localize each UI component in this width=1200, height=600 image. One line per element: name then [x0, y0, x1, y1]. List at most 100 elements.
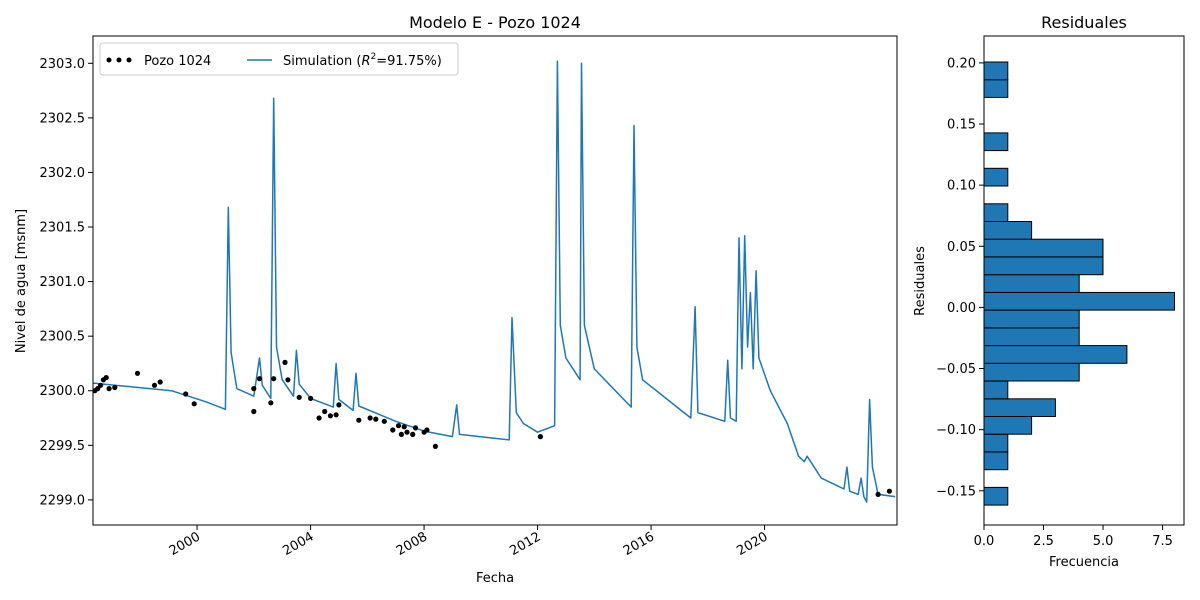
observed-point: [268, 400, 274, 406]
histogram-bar: [983, 451, 1009, 471]
observed-point: [390, 427, 396, 433]
histogram-bar: [983, 274, 1080, 293]
observed-point: [251, 408, 257, 415]
observed-point: [401, 424, 407, 430]
histogram-title: Residuales: [1041, 13, 1127, 32]
observed-point: [106, 386, 112, 392]
histogram-bar: [983, 238, 1104, 258]
histogram-y-axis-label: Residuales: [913, 246, 928, 316]
hist-x-tick-label: 5.0: [1093, 534, 1114, 549]
hist-x-tick-label: 2.5: [1033, 534, 1054, 549]
histogram-bar: [983, 61, 1009, 81]
observed-point: [191, 401, 197, 407]
observed-point: [134, 370, 141, 376]
observed-point: [373, 416, 379, 422]
simulation-line: [93, 60, 896, 503]
main-chart: Modelo E - Pozo 1024 2000 2004 2008 2012 201…: [14, 13, 898, 586]
observed-point: [432, 443, 438, 449]
observed-point: [98, 382, 104, 388]
observed-point: [381, 418, 387, 424]
x-tick-label: 2004: [280, 529, 316, 559]
legend-box: [99, 42, 459, 76]
histogram-bar: [983, 203, 1009, 223]
residuals-histogram: Residuales 0.0 2.5 5.0 7.5 −0.15 −0.10 −0.05 0…: [913, 13, 1185, 570]
observed-point: [183, 391, 189, 397]
main-plot-frame: [92, 35, 898, 526]
observed-point: [103, 375, 109, 381]
hist-y-tick-label: −0.05: [936, 362, 976, 377]
observed-point: [151, 382, 158, 388]
histogram-bar: [983, 79, 1009, 98]
hist-y-tick-label: −0.15: [936, 484, 976, 499]
observed-point: [886, 488, 893, 494]
observed-point: [112, 384, 118, 391]
histogram-bar: [983, 132, 1009, 152]
legend-observed-marker: [126, 57, 132, 63]
x-tick-label: 2012: [507, 529, 543, 559]
observed-point: [356, 417, 362, 423]
hist-x-tick-label: 0.0: [974, 534, 995, 549]
observed-point: [424, 427, 430, 433]
observed-point: [327, 413, 333, 419]
x-tick-label: 2020: [734, 529, 770, 559]
observed-point: [410, 431, 416, 437]
y-tick-label: 2301.5: [40, 221, 86, 236]
histogram-bar: [983, 345, 1128, 364]
legend-observed-marker: [106, 57, 112, 63]
y-tick-label: 2299.0: [40, 493, 86, 508]
histogram-bar: [983, 486, 1009, 506]
y-tick-label: 2303.0: [40, 57, 86, 72]
main-x-axis-label: Fecha: [476, 571, 514, 586]
observed-point: [256, 376, 263, 382]
observed-point: [875, 491, 881, 497]
hist-y-tick-label: 0.10: [947, 179, 976, 194]
histogram-bar: [983, 167, 1009, 187]
x-tick-label: 2000: [167, 529, 203, 559]
observed-point: [398, 431, 404, 437]
observed-point: [322, 408, 328, 415]
hist-y-tick-label: 0.05: [947, 240, 976, 255]
observed-point: [296, 394, 302, 400]
legend-simulation-label: Simulation (R2=91.75%): [283, 52, 442, 69]
observed-point: [316, 415, 322, 421]
histogram-bar: [983, 291, 1175, 311]
main-y-axis-label: Nivel de agua [msnm]: [14, 209, 29, 353]
x-tick-label: 2016: [621, 529, 657, 559]
observed-point: [251, 386, 257, 392]
legend: Pozo 1024 Simulation (R2=91.75%): [99, 42, 459, 76]
legend-observed-label: Pozo 1024: [144, 54, 211, 69]
observed-point: [395, 423, 402, 429]
histogram-bar: [983, 221, 1033, 240]
legend-observed-marker: [116, 57, 122, 63]
observed-point: [157, 379, 163, 385]
hist-y-tick-label: 0.00: [947, 301, 976, 316]
histogram-bar: [983, 362, 1080, 382]
y-tick-label: 2302.0: [40, 166, 86, 181]
observed-point: [285, 377, 291, 383]
y-tick-label: 2301.0: [40, 275, 86, 290]
hist-x-tick-label: 7.5: [1152, 534, 1173, 549]
main-chart-title: Modelo E - Pozo 1024: [409, 13, 581, 32]
histogram-bar: [983, 380, 1009, 400]
hist-y-tick-label: −0.10: [936, 423, 976, 438]
observed-point: [282, 359, 288, 365]
histogram-plot-frame: [983, 35, 1185, 526]
x-tick-label: 2008: [394, 529, 430, 559]
histogram-bar: [983, 433, 1009, 453]
observed-point: [271, 376, 277, 382]
hist-y-tick-label: 0.15: [947, 118, 976, 133]
histogram-bar: [983, 416, 1033, 435]
y-tick-label: 2302.5: [40, 111, 86, 126]
observed-point: [336, 402, 342, 408]
observed-point: [308, 395, 314, 401]
observed-point: [333, 412, 339, 418]
histogram-bar: [983, 327, 1080, 347]
histogram-bar: [983, 256, 1104, 276]
y-tick-label: 2300.5: [40, 330, 86, 345]
observed-point: [367, 415, 373, 421]
observed-point: [412, 425, 419, 431]
histogram-bar: [983, 309, 1080, 329]
y-tick-label: 2300.0: [40, 384, 86, 399]
hist-y-tick-label: 0.20: [947, 56, 976, 71]
